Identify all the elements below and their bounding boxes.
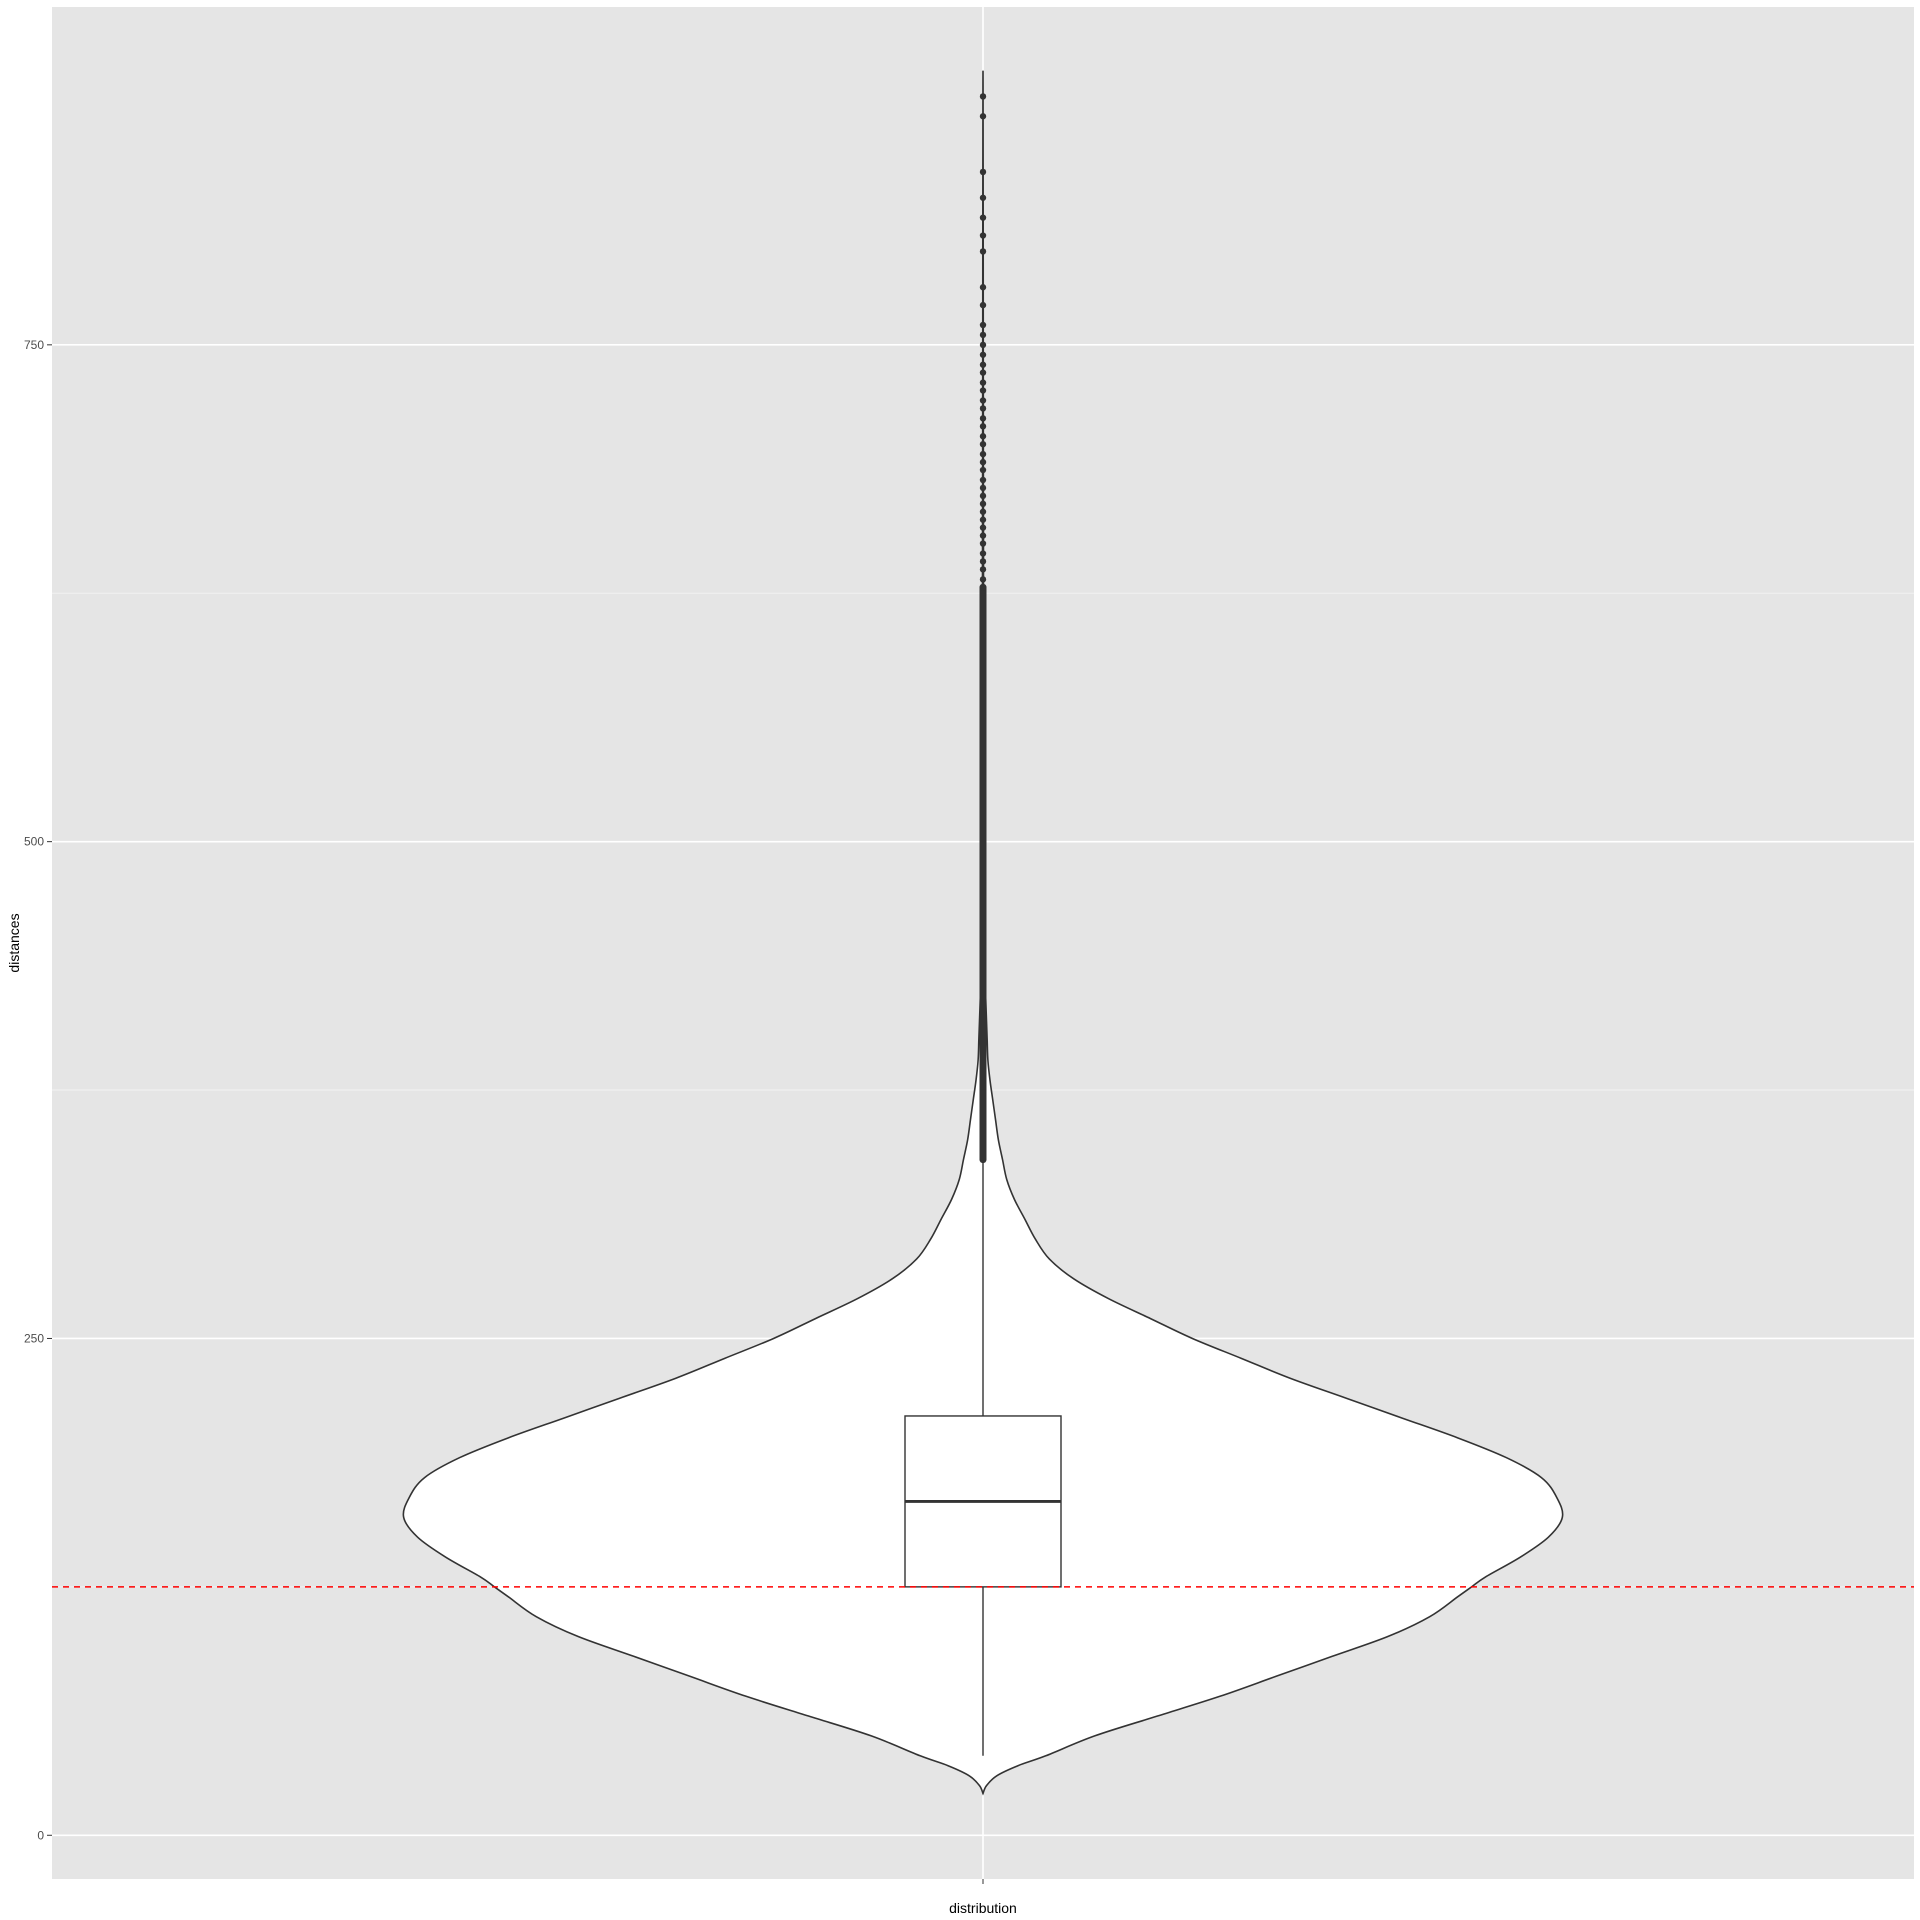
outlier-point bbox=[979, 492, 987, 500]
outlier-point bbox=[979, 301, 987, 309]
y-tick-label: 0 bbox=[37, 1828, 44, 1842]
outlier-point bbox=[979, 361, 987, 368]
outlier-point bbox=[979, 397, 987, 404]
outlier-point bbox=[979, 351, 987, 358]
outlier-point bbox=[979, 284, 987, 291]
outlier-point bbox=[979, 168, 987, 176]
outlier-point bbox=[979, 248, 987, 255]
boxplot-layer bbox=[904, 1159, 1062, 1756]
outlier-point bbox=[979, 440, 987, 448]
y-axis-title: distances bbox=[6, 913, 22, 972]
outlier-point bbox=[979, 194, 987, 201]
outlier-point bbox=[979, 524, 987, 531]
outlier-point bbox=[979, 321, 987, 329]
outlier-point bbox=[979, 93, 987, 100]
outlier-point bbox=[979, 405, 987, 412]
outlier-point bbox=[979, 540, 987, 547]
outlier-points bbox=[979, 93, 987, 1164]
axes: 0 250 500 750 bbox=[24, 338, 984, 1884]
outlier-point bbox=[979, 484, 987, 492]
outlier-point bbox=[979, 500, 987, 508]
outlier-point bbox=[979, 387, 987, 394]
outlier-point bbox=[979, 532, 987, 539]
outlier-point bbox=[979, 341, 987, 349]
outlier-point bbox=[979, 423, 987, 430]
y-tick-label: 250 bbox=[24, 1331, 44, 1345]
outlier-point bbox=[979, 584, 987, 591]
outlier-point bbox=[979, 558, 987, 565]
outlier-point bbox=[979, 550, 987, 557]
outlier-point bbox=[979, 466, 987, 474]
outlier-point bbox=[979, 232, 987, 239]
outlier-point bbox=[979, 113, 987, 120]
outlier-point bbox=[979, 516, 987, 523]
outlier-point bbox=[979, 450, 987, 458]
outlier-point bbox=[979, 331, 987, 339]
outlier-point bbox=[979, 369, 987, 376]
outlier-point bbox=[979, 214, 987, 221]
outlier-point bbox=[979, 379, 987, 386]
outlier-point bbox=[979, 508, 987, 515]
outlier-point bbox=[979, 458, 987, 466]
outlier-point bbox=[979, 433, 987, 440]
outlier-point bbox=[979, 576, 987, 583]
y-tick-label: 500 bbox=[24, 835, 44, 849]
outlier-point bbox=[979, 476, 987, 484]
outlier-point bbox=[979, 566, 987, 573]
x-axis-title: distribution bbox=[949, 1900, 1017, 1916]
y-tick-label: 750 bbox=[24, 338, 44, 352]
outlier-point bbox=[979, 415, 987, 422]
